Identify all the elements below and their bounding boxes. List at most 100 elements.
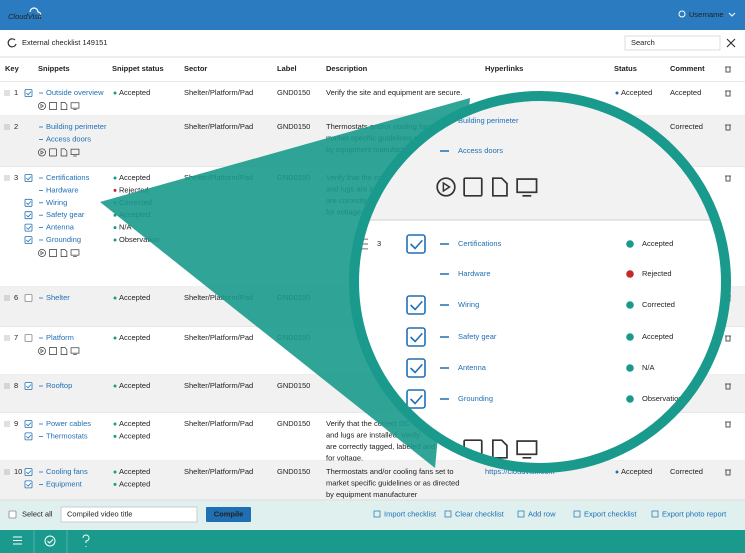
action-icon bbox=[373, 510, 381, 518]
video-title-input[interactable] bbox=[60, 506, 198, 523]
compile-button[interactable] bbox=[206, 507, 251, 522]
nav-check-icon[interactable] bbox=[44, 535, 56, 547]
snippet-link[interactable]: Antenna bbox=[46, 223, 75, 232]
snippet-link[interactable]: Equipment bbox=[46, 479, 83, 488]
photo-button[interactable] bbox=[49, 249, 57, 257]
snippet-link[interactable]: Rooftop bbox=[46, 381, 72, 390]
checkbox[interactable] bbox=[24, 480, 33, 489]
description: and lugs are installed. Verify bbox=[326, 430, 420, 439]
screen-button[interactable] bbox=[70, 249, 80, 256]
play-button[interactable] bbox=[38, 148, 46, 157]
refresh-icon[interactable] bbox=[7, 38, 17, 48]
screen-button[interactable] bbox=[70, 148, 80, 155]
footer-action[interactable]: Add row bbox=[528, 509, 556, 518]
screen-button[interactable] bbox=[70, 102, 80, 109]
search-box[interactable] bbox=[624, 35, 721, 51]
snippet-link[interactable]: Wiring bbox=[46, 198, 67, 207]
checkbox[interactable] bbox=[24, 174, 33, 182]
snippet-link[interactable]: Grounding bbox=[458, 394, 493, 403]
snippet-link[interactable]: Building perimeter bbox=[458, 116, 519, 125]
checkbox[interactable] bbox=[24, 223, 33, 232]
trash-icon[interactable] bbox=[725, 469, 731, 476]
document-button[interactable] bbox=[60, 249, 68, 257]
document-button[interactable] bbox=[491, 439, 508, 459]
document-button[interactable] bbox=[491, 177, 508, 197]
nav-help-icon[interactable] bbox=[82, 534, 90, 547]
document-button[interactable] bbox=[60, 347, 68, 355]
snippet-link[interactable]: Shelter bbox=[46, 293, 70, 302]
snippet-link[interactable]: Access doors bbox=[458, 146, 503, 155]
footer-action[interactable]: Export checklist bbox=[584, 509, 637, 518]
footer-action[interactable]: Clear checklist bbox=[455, 509, 505, 518]
play-button[interactable] bbox=[38, 249, 46, 257]
snippet-link[interactable]: Thermostats bbox=[46, 431, 88, 440]
play-button[interactable] bbox=[38, 102, 46, 110]
checkbox[interactable] bbox=[24, 198, 33, 207]
close-icon[interactable] bbox=[726, 38, 736, 48]
screen-button[interactable] bbox=[70, 347, 80, 354]
snippet-link[interactable]: Hardware bbox=[46, 185, 79, 194]
sector: Shelter/Platform/Pad bbox=[184, 88, 253, 97]
snippet-link[interactable]: Platform bbox=[46, 333, 74, 342]
checkbox[interactable] bbox=[406, 389, 426, 409]
checkbox[interactable] bbox=[406, 295, 426, 315]
checkbox[interactable] bbox=[24, 236, 33, 244]
snippet-link[interactable]: Antenna bbox=[458, 363, 487, 372]
trash-icon[interactable] bbox=[725, 335, 731, 342]
photo-button[interactable] bbox=[49, 347, 57, 355]
checkbox[interactable] bbox=[24, 468, 33, 476]
snippet-link[interactable]: Power cables bbox=[46, 419, 91, 428]
checkbox[interactable] bbox=[24, 211, 33, 220]
checkbox[interactable] bbox=[406, 358, 426, 378]
snippet-link[interactable]: Building perimeter bbox=[46, 122, 107, 131]
status-dot bbox=[615, 470, 619, 474]
snippet-link[interactable]: Safety gear bbox=[458, 332, 497, 341]
snippet-link[interactable]: Grounding bbox=[46, 235, 81, 244]
snippet-link[interactable]: Hardware bbox=[458, 269, 491, 278]
table-row bbox=[0, 461, 745, 500]
screen-button[interactable] bbox=[516, 440, 538, 456]
search-placeholder: Search bbox=[631, 38, 655, 47]
snippet-link[interactable]: Cooling fans bbox=[46, 467, 88, 476]
trash-icon[interactable] bbox=[725, 421, 731, 428]
photo-button[interactable] bbox=[49, 148, 57, 157]
snippet-link[interactable]: Wiring bbox=[458, 300, 479, 309]
snippet-link[interactable]: Certifications bbox=[458, 239, 502, 248]
photo-button[interactable] bbox=[49, 102, 57, 110]
footer-action[interactable]: Import checklist bbox=[384, 509, 437, 518]
checkbox[interactable] bbox=[406, 327, 426, 347]
trash-icon[interactable] bbox=[725, 90, 731, 97]
checkbox[interactable] bbox=[24, 432, 33, 441]
play-button[interactable] bbox=[436, 177, 456, 197]
snippet-link[interactable]: Safety gear bbox=[46, 210, 85, 219]
row-key: 1 bbox=[14, 88, 18, 97]
label: GND0150 bbox=[277, 122, 310, 131]
checkbox[interactable] bbox=[24, 334, 33, 342]
checkbox[interactable] bbox=[8, 510, 17, 519]
trash-icon[interactable] bbox=[725, 383, 731, 390]
snippet-status: Accepted bbox=[119, 333, 150, 342]
screen-button[interactable] bbox=[516, 178, 538, 194]
status-dot bbox=[626, 301, 634, 309]
description: market specific guidelines or as directe… bbox=[326, 478, 459, 487]
footer-action[interactable]: Export photo report bbox=[662, 509, 727, 518]
checkbox[interactable] bbox=[406, 234, 426, 254]
username[interactable]: Username bbox=[689, 10, 724, 19]
document-button[interactable] bbox=[60, 148, 68, 157]
checkbox[interactable] bbox=[24, 382, 33, 390]
checkbox[interactable] bbox=[24, 89, 33, 97]
checkmark bbox=[26, 434, 32, 439]
snippet-link[interactable]: Access doors bbox=[46, 134, 91, 143]
checkbox[interactable] bbox=[24, 294, 33, 302]
document-button[interactable] bbox=[60, 102, 68, 110]
snippet-link[interactable]: Certifications bbox=[46, 173, 90, 182]
trash-icon[interactable] bbox=[725, 124, 731, 131]
snippet-link[interactable]: Outside overview bbox=[46, 88, 104, 97]
description: for voltage. bbox=[326, 453, 363, 462]
play-button[interactable] bbox=[38, 347, 46, 355]
checkbox[interactable] bbox=[24, 420, 33, 428]
trash-icon[interactable] bbox=[725, 175, 731, 182]
photo-button[interactable] bbox=[463, 177, 483, 197]
status-dot bbox=[113, 296, 117, 300]
column-header: Sector bbox=[184, 64, 207, 73]
